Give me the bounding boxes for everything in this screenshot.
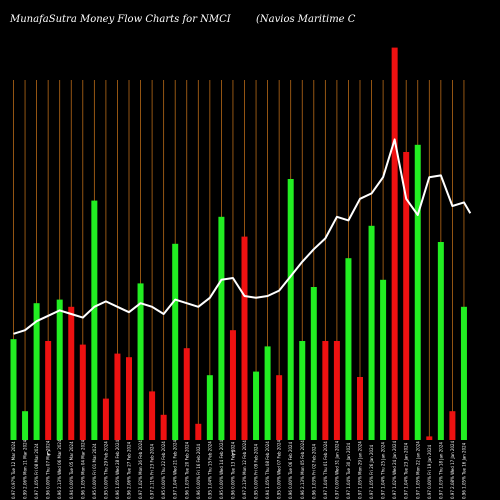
x-tick-label: 0.96 0.00% Thu 07 Mar 2024 xyxy=(46,440,51,499)
x-tick-label: 0.97 1.05% Fri 26 Jan 2024 xyxy=(369,444,374,499)
money-flow-bar xyxy=(56,299,63,440)
annotation-label: C xyxy=(231,450,235,457)
money-flow-bar xyxy=(33,303,40,440)
x-tick-label: 0.96 1.03% Tue 20 Feb 2024 xyxy=(184,441,189,499)
money-flow-bar xyxy=(229,330,236,440)
money-flow-bar xyxy=(380,279,387,440)
money-flow-bar xyxy=(345,258,352,440)
x-tick-label: 0.94 0.00% Tue 05 Mar 2024 xyxy=(69,441,74,499)
money-flow-bar xyxy=(45,341,52,440)
money-flow-bar xyxy=(310,287,317,440)
money-flow-bar xyxy=(403,152,410,440)
money-flow-bar xyxy=(172,243,179,440)
money-flow-bars xyxy=(10,47,467,441)
x-tick-label: 0.97 1.05% Mon 29 Jan 2024 xyxy=(358,441,363,499)
x-tick-label: 0.95 0.00% Wed 14 Feb 2024 xyxy=(219,440,224,499)
money-flow-bar xyxy=(114,353,121,440)
x-tick-label: 0.97 1.04% Thu 25 Jan 2024 xyxy=(381,442,386,499)
x-tick-label: 0.95 0.00% Thu 22 Feb 2024 xyxy=(161,441,166,499)
money-flow-bar xyxy=(149,391,156,440)
money-flow-bar xyxy=(426,436,433,440)
x-axis-ticks: 0.97 0.97% Tue 12 Mar 2024 0.99 2.06% Mon… xyxy=(11,439,466,499)
money-flow-bar xyxy=(160,414,167,440)
money-flow-bar xyxy=(195,423,202,440)
money-flow-bar xyxy=(79,344,86,440)
x-tick-label: 0.95 0.00% Fri 01 Mar 2024 xyxy=(92,443,97,499)
x-tick-label: 0.97 1.04% Wed 21 Feb 2024 xyxy=(173,440,178,499)
money-flow-bar xyxy=(218,216,225,440)
money-flow-bar xyxy=(449,411,456,440)
money-flow-bar xyxy=(414,144,421,441)
x-tick-label: 0.97 0.00% Fri 19 Jan 2024 xyxy=(427,444,432,499)
x-tick-label: 0.97 1.05% Mon 22 Jan 2024 xyxy=(415,441,420,499)
money-flow-bar xyxy=(241,236,248,440)
x-tick-label: 0.97 0.97% Tue 12 Mar 2024 xyxy=(11,441,16,499)
x-tick-label: 0.99 2.06% Mon 11 Mar 2024 xyxy=(23,439,28,499)
x-tick-label: 0.95 0.00% Wed 07 Feb 2024 xyxy=(277,440,282,499)
price-line-layer xyxy=(13,138,472,335)
money-flow-bar xyxy=(322,341,329,440)
x-tick-label: 0.97 1.04% Tue 30 Jan 2024 xyxy=(346,442,351,499)
money-flow-bar xyxy=(287,179,294,440)
x-tick-label: 0.95 1.04% Thu 15 Feb 2024 xyxy=(207,441,212,499)
money-flow-bar xyxy=(333,341,340,440)
money-flow-bar xyxy=(368,225,375,440)
x-tick-label: 0.96 1.03% Fri 02 Feb 2024 xyxy=(311,443,316,499)
money-flow-bar xyxy=(437,242,444,440)
x-tick-label: 0.97 1.03% Thu 18 Jan 2024 xyxy=(438,442,443,499)
x-tick-label: 0.96 1.05% Mon 04 Mar 2024 xyxy=(80,439,85,499)
money-flow-bar xyxy=(391,47,398,440)
x-tick-label: 0.96 0.00% Tue 06 Feb 2024 xyxy=(288,441,293,499)
money-flow-bar xyxy=(299,341,306,440)
money-flow-bar xyxy=(460,306,467,440)
x-tick-label: 0.95 0.00% Thu 29 Feb 2024 xyxy=(103,441,108,499)
money-flow-bar xyxy=(206,375,213,440)
x-tick-label: 0.95 0.00% Fri 09 Feb 2024 xyxy=(254,443,259,499)
money-flow-bar xyxy=(10,339,17,440)
x-tick-label: 0.96 0.00% Fri 16 Feb 2024 xyxy=(196,443,201,499)
x-tick-label: 0.97 2.08% Wed 17 Jan 2024 xyxy=(450,440,455,499)
money-flow-bar xyxy=(68,306,75,440)
chart-subtitle: (Navios Maritime C xyxy=(256,14,356,25)
x-tick-label: 0.96 1.05% Wed 28 Feb 2024 xyxy=(115,440,120,499)
money-flow-bar xyxy=(102,398,109,440)
x-tick-label: 0.97 1.04% Thu 01 Feb 2024 xyxy=(323,441,328,499)
x-tick-label: 0.97 1.05% Fri 08 Mar 2024 xyxy=(34,443,39,499)
money-flow-bar xyxy=(264,346,271,440)
money-flow-bar xyxy=(276,375,283,440)
x-tick-label: 0.96 0.00% Tue 13 Feb 2024 xyxy=(230,441,235,499)
annotation-label: C xyxy=(47,450,51,457)
x-tick-label: 0.97 1.02% Mon 26 Feb 2024 xyxy=(138,440,143,499)
money-flow-bar xyxy=(357,377,363,440)
chart-title: MunafaSutra Money Flow Charts for NMCI xyxy=(10,14,231,25)
x-tick-label: 0.97 1.02% Wed 24 Jan 2024 xyxy=(392,440,397,499)
x-tick-label: 0.96 2.06% Tue 27 Feb 2024 xyxy=(127,441,132,499)
x-tick-label: 0.97 2.13% Mon 12 Feb 2024 xyxy=(242,440,247,499)
money-flow-bar xyxy=(22,411,29,440)
x-tick-label: 0.96 1.05% Tue 16 Jan 2024 xyxy=(461,442,466,499)
x-tick-label: 0.96 2.13% Mon 05 Feb 2024 xyxy=(300,440,305,499)
x-tick-label: 0.96 2.13% Wed 06 Mar 2024 xyxy=(57,439,62,499)
money-flow-bar xyxy=(126,357,132,440)
x-tick-label: 0.94 1.05% Thu 08 Feb 2024 xyxy=(265,441,270,499)
x-tick-label: 0.97 0.00% Wed 31 Jan 2024 xyxy=(334,440,339,499)
money-flow-bar xyxy=(253,371,260,440)
x-tick-label: 0.97 2.11% Fri 23 Feb 2024 xyxy=(150,443,155,499)
money-flow-bar xyxy=(183,348,190,440)
x-tick-label: 0.97 1.04% Tue 23 Jan 2024 xyxy=(404,442,409,499)
money-flow-bar xyxy=(137,283,144,440)
price-line xyxy=(13,138,472,335)
money-flow-bar xyxy=(91,200,98,440)
